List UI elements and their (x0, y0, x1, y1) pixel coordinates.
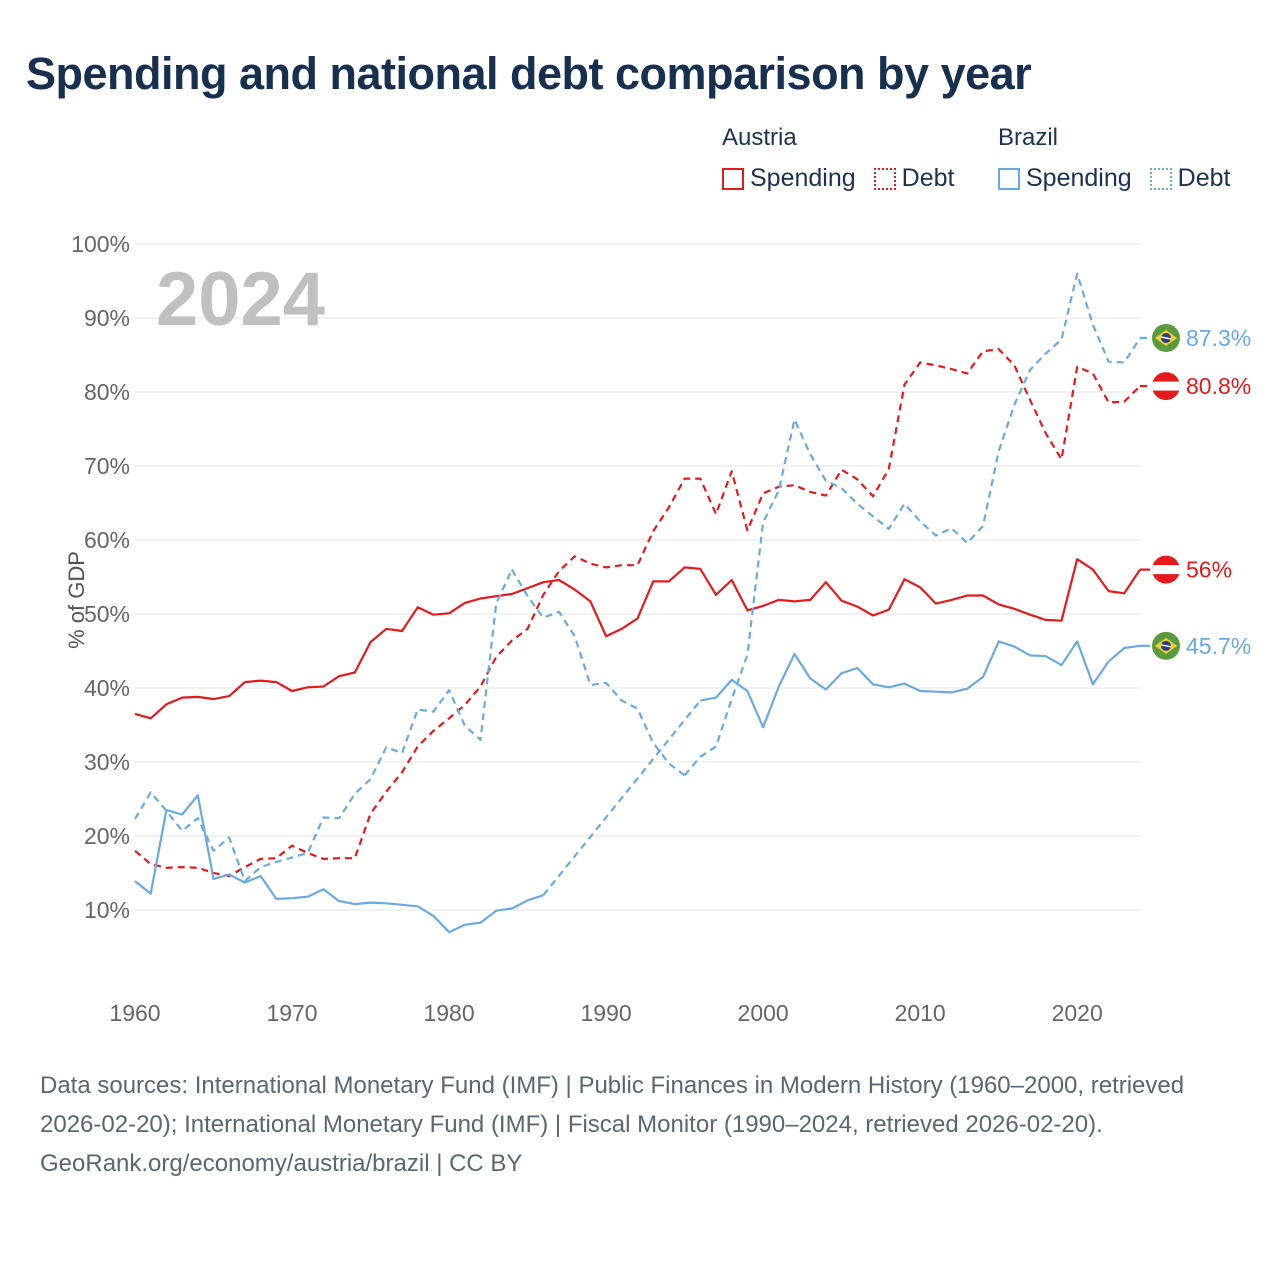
y-tick-label: 80% (84, 379, 130, 405)
series-brazil-debt (134, 272, 1141, 883)
legend-label: Debt (901, 164, 955, 192)
flag-body (1152, 555, 1180, 584)
y-tick-label: 50% (84, 601, 130, 627)
solid-line-swatch-icon (722, 167, 744, 190)
x-tick-label: 1990 (581, 1000, 632, 1026)
legend-item-brazil-debt[interactable]: Debt (1149, 164, 1231, 193)
y-tick-label: 10% (84, 897, 130, 923)
y-tick-label: 20% (84, 823, 130, 849)
legend-country-austria: Austria (722, 124, 797, 151)
legend-label: Spending (1026, 164, 1132, 192)
x-tick-label: 2000 (738, 1000, 789, 1026)
page-title: Spending and national debt comparison by… (26, 48, 1032, 99)
flag-band (1160, 644, 1172, 648)
flag-white (1152, 565, 1180, 575)
y-tick-label: 40% (84, 675, 130, 701)
dashed-line-swatch-icon (873, 167, 896, 190)
series-brazil-spending (134, 640, 1141, 934)
x-tick-label: 2010 (895, 1000, 946, 1026)
series-austria-debt (134, 348, 1141, 878)
legend-item-austria-debt[interactable]: Debt (873, 164, 955, 193)
series-line (134, 569, 513, 883)
brazil-flag-icon (1152, 323, 1180, 352)
flag-body (1152, 372, 1180, 401)
brazil-flag-icon (1152, 631, 1180, 660)
series-connector (542, 699, 702, 896)
austria-flag-icon (1152, 555, 1180, 584)
line-chart: 10% 20% 30% 40% 50% 60% 70% 80% 90% 100% 1960 1970 1… (71, 231, 1251, 1026)
series-line (683, 272, 1141, 777)
y-tick-label: 90% (84, 305, 130, 331)
legend-item-brazil-spending[interactable]: Spending (998, 164, 1132, 193)
series-connector (510, 569, 686, 777)
legend-brazil: Brazil Spending Debt (998, 124, 1248, 193)
y-tick-label: 30% (84, 749, 130, 775)
flag-white (1152, 381, 1180, 391)
legend-country-brazil: Brazil (998, 124, 1059, 151)
end-value-label: 56% (1186, 557, 1232, 583)
x-tick-label: 1960 (109, 1000, 160, 1026)
x-tick-label: 2020 (1052, 1000, 1103, 1026)
y-tick-label: 100% (71, 231, 130, 257)
legend-item-austria-spending[interactable]: Spending (722, 164, 856, 193)
end-value-label: 45.7% (1186, 633, 1251, 659)
footer: Data sources: International Monetary Fun… (40, 1066, 1240, 1183)
legend-austria: Austria Spending Debt (722, 124, 972, 193)
series-line (134, 558, 1141, 720)
x-tick-label: 1980 (423, 1000, 474, 1026)
y-tick-label: 70% (84, 453, 130, 479)
data-sources: Data sources: International Monetary Fun… (40, 1072, 1185, 1138)
austria-flag-icon (1152, 372, 1180, 401)
y-tick-label: 60% (84, 527, 130, 553)
series-line (700, 640, 1141, 729)
series-line (134, 794, 544, 934)
y-axis-label: % of GDP (63, 551, 89, 649)
year-watermark: 2024 (156, 257, 325, 342)
dashed-line-swatch-icon (1149, 167, 1172, 190)
legend-label: Spending (750, 164, 856, 192)
end-value-label: 87.3% (1186, 325, 1251, 351)
flag-band (1160, 336, 1172, 340)
credit-link[interactable]: GeoRank.org/economy/austria/brazil | CC … (40, 1150, 523, 1177)
end-value-label: 80.8% (1186, 373, 1251, 399)
x-tick-label: 1970 (266, 1000, 317, 1026)
solid-line-swatch-icon (998, 167, 1020, 190)
series-line (134, 348, 1141, 878)
legend-label: Debt (1177, 164, 1231, 192)
series-austria-spending (134, 558, 1141, 720)
